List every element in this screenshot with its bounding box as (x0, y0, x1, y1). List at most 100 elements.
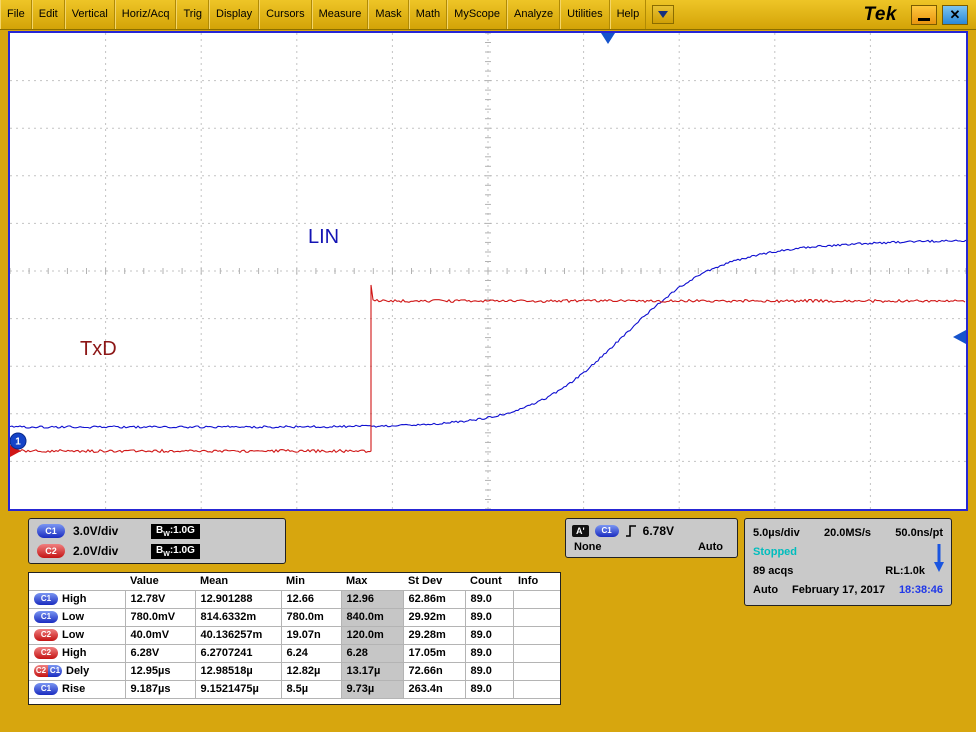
measurement-name: Low (62, 629, 84, 641)
measurement-cell: 17.05m (402, 643, 466, 663)
waveform-c1-lin (9, 239, 967, 429)
measurement-cell: 840.0m (340, 607, 404, 627)
channel-readout-c1[interactable]: C1 3.0V/div BW:1.0G (29, 521, 285, 541)
menu-item-math[interactable]: Math (408, 0, 448, 29)
measurement-cell: 40.0mV (124, 625, 196, 645)
measurement-cell: 263.4n (402, 679, 466, 699)
channel-readouts: C1 3.0V/div BW:1.0G C2 2.0V/div BW:1.0G (29, 521, 285, 561)
source-badge: C1 (48, 665, 62, 677)
measurement-name: High (62, 647, 87, 659)
measure-row: C2 C1 Dely 12.95µs 12.98518µ 12.82µ 13.17µ 72.6… (29, 661, 560, 681)
channel-scale: 3.0V/div (73, 524, 119, 538)
channel-scale: 2.0V/div (73, 544, 119, 558)
ch1-marker-label: 1 (15, 437, 21, 448)
menu-item-cursors[interactable]: Cursors (259, 0, 312, 29)
measure-table-body: C1 High 12.78V 12.901288 12.66 12.96 62.86m 89.… (29, 589, 560, 699)
menu-item-utilities[interactable]: Utilities (560, 0, 610, 29)
measurement-cell: 89.0 (464, 625, 514, 645)
minimize-button[interactable] (911, 4, 937, 25)
measurement-cell: 89.0 (464, 679, 514, 699)
menu-item-analyze[interactable]: Analyze (507, 0, 561, 29)
measure-table-head: Value Mean Min Max St Dev Count Info (29, 573, 560, 590)
channel-readout-c2[interactable]: C2 2.0V/div BW:1.0G (29, 541, 285, 561)
trigger-level: 6.78V (642, 523, 674, 538)
ch1-position-marker[interactable] (9, 432, 27, 450)
bandwidth-badge: BW:1.0G (151, 543, 200, 559)
trigger-position-marker[interactable] (601, 33, 615, 44)
measure-row: C1 High 12.78V 12.901288 12.66 12.96 62.86m 89.… (29, 589, 560, 609)
trigger-source-badge: C1 (594, 524, 619, 537)
measure-row: C2 Low 40.0mV 40.136257m 19.07n 120.0m 29.28m 8… (29, 625, 560, 645)
waveform-display[interactable]: LIN TxD 1 (8, 31, 968, 511)
menu-item-vertical[interactable]: Vertical (64, 0, 115, 29)
position-down-arrow-icon[interactable] (933, 543, 945, 573)
menu-item-trig[interactable]: Trig (176, 0, 210, 29)
close-icon: ✕ (949, 6, 961, 22)
measure-row: C1 Rise 9.187µs 9.1521475µ 8.5µ 9.73µ 263.4n 89… (29, 679, 560, 699)
measurement-cell (512, 661, 560, 681)
menu-item-display[interactable]: Display (209, 0, 260, 29)
channel-badge: C2 (37, 544, 65, 558)
measurement-cell: 12.96 (340, 589, 404, 609)
close-button[interactable]: ✕ (942, 4, 968, 25)
label-txd: TxD (80, 338, 117, 360)
measurement-cell: 12.66 (280, 589, 342, 609)
menu-item-help[interactable]: Help (609, 0, 647, 29)
col-header-info: Info (518, 575, 539, 588)
time-label: 18:38:46 (898, 583, 943, 596)
menu-item-mask[interactable]: Mask (368, 0, 409, 29)
measurement-cell: 19.07n (280, 625, 342, 645)
source-badge: C1 (34, 593, 58, 605)
measurement-cell (512, 625, 560, 645)
measurement-cell: 6.24 (280, 643, 342, 663)
chevron-down-icon (658, 11, 669, 18)
measurement-cell: 9.187µs (124, 679, 196, 699)
measurement-cell (512, 607, 560, 627)
measure-table: Value Mean Min Max St Dev Count Info C1 High 12.… (29, 573, 560, 699)
measurement-cell: 6.2707241 (194, 643, 282, 663)
date-label: February 17, 2017 (792, 583, 885, 596)
trigger-panel: A' C1 6.78V None Auto (565, 518, 738, 558)
trigger-mode-label: Auto (753, 583, 779, 596)
col-header-count: Count (470, 575, 502, 588)
menu-item-myscope[interactable]: MyScope (447, 0, 508, 29)
measurement-cell: 9.1521475µ (194, 679, 282, 699)
acquisition-count: 89 acqs (753, 564, 794, 577)
measurement-cell: 12.901288 (194, 589, 282, 609)
trigger-holdoff: None (574, 541, 602, 553)
col-header-value: Value (130, 575, 159, 588)
menu-item-edit[interactable]: Edit (31, 0, 65, 29)
channel-settings-panel: C1 3.0V/div BW:1.0G C2 2.0V/div BW:1.0G (28, 518, 286, 564)
trigger-readout: A' C1 6.78V (572, 522, 731, 539)
trigger-level-marker[interactable] (953, 330, 966, 344)
ch2-position-marker[interactable] (10, 445, 21, 457)
menu-dropdown-button[interactable] (652, 5, 675, 24)
horizontal-panel: 5.0µs/div 20.0MS/s 50.0ns/pt Stopped 89 … (744, 518, 952, 606)
menu-item-file[interactable]: File (0, 0, 32, 29)
menu-item-measure[interactable]: Measure (311, 0, 369, 29)
measurement-cell: 12.98518µ (194, 661, 282, 681)
menu-item-horizacq[interactable]: Horiz/Acq (114, 0, 177, 29)
measurement-cell: 89.0 (464, 589, 514, 609)
measurement-cell: 780.0mV (124, 607, 196, 627)
col-header-stdev: St Dev (408, 575, 443, 588)
grid-lines (9, 32, 967, 510)
label-lin: LIN (308, 226, 339, 248)
measurement-cell (512, 643, 560, 663)
trigger-a-badge: A' (572, 524, 589, 537)
waveform-c2-txd (9, 284, 966, 454)
tek-logo: Tek (863, 3, 897, 25)
measurement-cell: 6.28V (124, 643, 196, 663)
measurement-name: Low (62, 611, 84, 623)
measurement-cell (512, 589, 560, 609)
measurement-table: Value Mean Min Max St Dev Count Info C1 High 12.… (28, 572, 561, 705)
measurement-cell: 8.5µ (280, 679, 342, 699)
measurement-cell: 89.0 (464, 607, 514, 627)
measurement-cell: 40.136257m (194, 625, 282, 645)
measurement-cell: 120.0m (340, 625, 404, 645)
measure-row: C2 High 6.28V 6.2707241 6.24 6.28 17.05m 89.0 (29, 643, 560, 663)
minimize-icon (918, 17, 930, 21)
rising-edge-icon (625, 524, 636, 537)
measurement-cell: 6.28 (340, 643, 404, 663)
